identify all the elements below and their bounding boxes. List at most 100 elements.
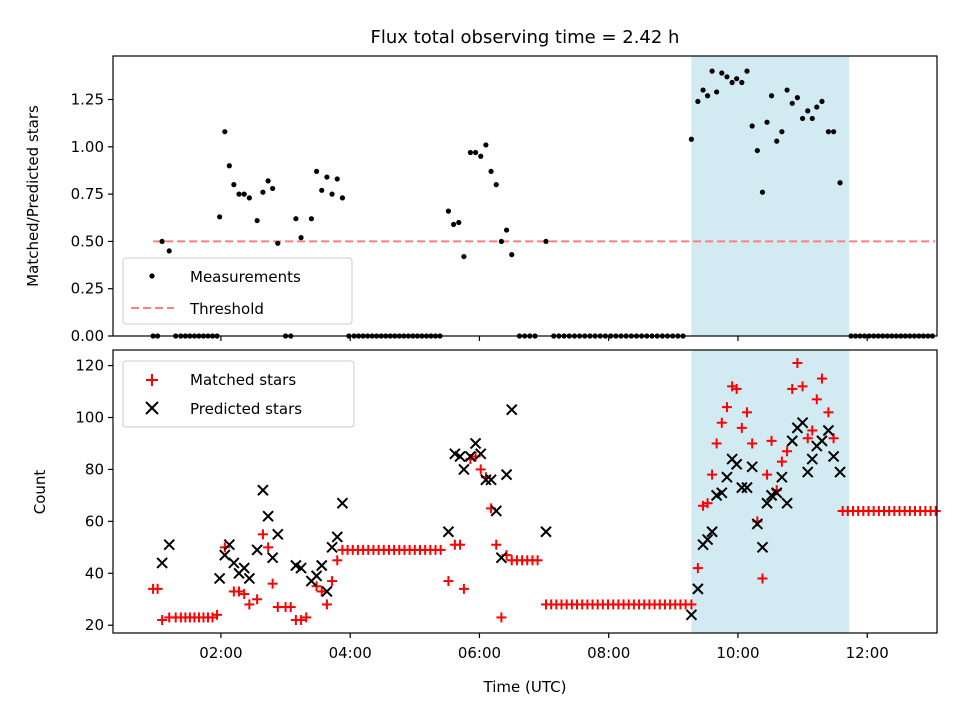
predicted-point (458, 463, 470, 476)
measurement-point (814, 104, 820, 110)
predicted-point (485, 474, 497, 486)
predicted-point (442, 526, 455, 538)
predicted-point (219, 549, 231, 561)
measurement-point (478, 153, 484, 159)
predicted-point (495, 551, 508, 564)
measurement-point (241, 191, 247, 197)
predicted-point (741, 481, 753, 494)
matched-point (792, 357, 803, 368)
matched-point (491, 539, 502, 550)
measurement-point (270, 185, 276, 192)
predicted-point (756, 541, 769, 554)
measurement-point (324, 174, 330, 180)
top-y-tick-label: 0.50 (71, 232, 104, 250)
matched-point (702, 498, 713, 509)
matched-point (435, 544, 446, 555)
top-legend: Measurements Threshold (122, 257, 353, 325)
predicted-point (506, 404, 518, 416)
measurement-point (805, 108, 811, 114)
measurement-point (794, 95, 801, 101)
matched-point (747, 438, 758, 449)
measurement-point (774, 138, 780, 144)
x-tick-label: 08:00 (587, 644, 630, 662)
measurement-point (339, 195, 346, 201)
predicted-point (692, 583, 704, 595)
matched-point (263, 542, 274, 553)
top-y-tick-label: 0.75 (71, 185, 104, 203)
top-y-axis-label: Matched/Predicted stars (24, 105, 42, 287)
matched-point (532, 555, 543, 566)
measurement-point (265, 178, 271, 184)
matched-point (816, 373, 827, 384)
matched-point (285, 602, 296, 613)
matched-point (707, 469, 718, 480)
measurement-point (789, 100, 795, 106)
predicted-point (326, 541, 338, 554)
measurement-point (483, 142, 489, 148)
measurement-point (472, 149, 479, 156)
measurement-point (467, 149, 473, 156)
matched-point (930, 505, 941, 516)
predicted-point (156, 557, 168, 569)
matched-point (212, 609, 223, 620)
matched-point (692, 563, 703, 574)
measurement-point (739, 79, 745, 86)
predicted-point (721, 471, 733, 483)
measurement-point (456, 219, 462, 226)
predicted-point (540, 526, 552, 538)
matched-point (736, 422, 747, 433)
matched-point (455, 539, 466, 550)
measurement-point (695, 98, 701, 105)
bottom-y-axis-label: Count (31, 470, 49, 515)
predicted-point (251, 544, 263, 556)
measurement-point (819, 98, 825, 105)
matched-point (731, 383, 742, 394)
predicted-point (464, 450, 477, 463)
matched-point (823, 407, 834, 418)
measurement-point (217, 214, 223, 220)
bottom-y-tick-label: 20 (85, 616, 104, 634)
measurement-point (719, 70, 725, 76)
matched-point (234, 586, 245, 597)
top-y-tick-label: 1.00 (71, 138, 104, 156)
measurement-point (799, 115, 806, 122)
measurement-point (837, 180, 843, 186)
predicted-point (776, 471, 788, 483)
matched-point (787, 383, 798, 394)
measurement-point (231, 182, 237, 188)
measurement-point (313, 168, 320, 175)
measurement-point (709, 68, 715, 74)
matched-point (316, 586, 327, 597)
matched-point (443, 576, 454, 587)
bottom-y-tick-label: 100 (75, 409, 104, 427)
measurement-point (246, 195, 252, 201)
measurement-point (543, 238, 549, 245)
predicted-point (321, 585, 333, 598)
top-axes-frame (112, 55, 938, 337)
predicted-point (475, 448, 487, 460)
matched-point (807, 425, 818, 436)
predicted-point (816, 435, 828, 447)
measurement-point (729, 79, 735, 86)
predicted-point (746, 461, 758, 473)
bottom-axes-frame (112, 349, 938, 634)
legend-predicted-label: Predicted stars (190, 400, 302, 418)
predicted-point (701, 533, 714, 546)
matched-point (716, 417, 727, 428)
matched-point (239, 589, 250, 600)
bottom-legend: Matched stars Predicted stars (122, 360, 355, 428)
matched-point (797, 381, 808, 392)
predicted-point (213, 572, 226, 585)
matched-point (267, 578, 278, 589)
matched-point (296, 615, 307, 626)
legend-predicted-marker (145, 401, 159, 415)
matched-point (332, 555, 343, 566)
measurement-point (236, 191, 242, 197)
measurement-point (688, 136, 695, 142)
matched-point (152, 583, 163, 594)
predicted-point (480, 474, 492, 486)
matched-point (475, 464, 486, 475)
measurement-point (275, 240, 281, 246)
predicted-point (822, 424, 835, 437)
measurement-point (222, 129, 228, 135)
